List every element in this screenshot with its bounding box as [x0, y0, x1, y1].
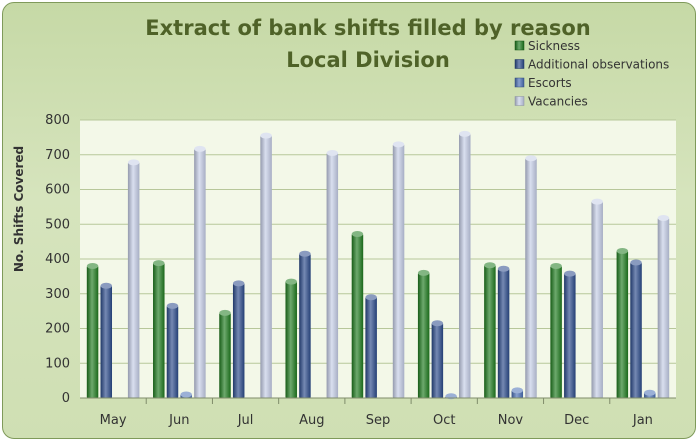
- bar-sickness-sep: [351, 230, 364, 398]
- bar-additional-observations-may: [100, 282, 113, 398]
- bars-layer: [86, 130, 670, 400]
- x-tick-label: Jul: [237, 413, 254, 428]
- legend-swatch: [514, 77, 525, 88]
- x-tick-label: Jun: [168, 413, 189, 428]
- bar-vacancies-aug: [326, 150, 339, 398]
- x-tick-label: Sep: [366, 413, 391, 428]
- bar-additional-observations-nov: [497, 265, 510, 398]
- y-tick-label: 700: [45, 148, 70, 163]
- chart-subtitle: Local Division: [286, 48, 450, 72]
- y-tick-label: 300: [45, 287, 70, 302]
- bar-vacancies-dec: [591, 198, 603, 398]
- x-tick-label: May: [100, 413, 127, 428]
- bar-escorts-jan: [643, 389, 656, 398]
- legend: Sickness Additional observations Escorts Va…: [514, 39, 669, 109]
- chart-title: Extract of bank shifts filled by reason: [145, 16, 590, 40]
- y-tick-label: 200: [45, 322, 70, 337]
- bar-sickness-jul: [219, 309, 231, 398]
- bar-additional-observations-aug: [299, 250, 311, 398]
- x-tick-label: Aug: [299, 413, 324, 428]
- bar-escorts-nov: [511, 387, 524, 398]
- legend-label: Vacancies: [528, 95, 588, 109]
- y-tick-label: 400: [45, 252, 70, 267]
- y-axis-title: No. Shifts Covered: [12, 146, 26, 272]
- bar-sickness-jan: [616, 248, 629, 398]
- bar-vacancies-may: [127, 159, 140, 398]
- bar-sickness-nov: [484, 262, 496, 398]
- bar-additional-observations-oct: [431, 320, 444, 398]
- bar-vacancies-jun: [194, 145, 206, 398]
- bar-sickness-may: [86, 262, 99, 398]
- bar-sickness-jun: [153, 260, 165, 398]
- y-tick-label: 100: [45, 356, 70, 371]
- bar-vacancies-sep: [392, 141, 405, 398]
- bar-additional-observations-dec: [564, 270, 576, 398]
- x-tick-label: Dec: [564, 413, 589, 428]
- bar-vacancies-oct: [459, 130, 471, 398]
- chart-svg: Extract of bank shifts filled by reason …: [12, 16, 676, 428]
- x-tick-label: Nov: [498, 413, 524, 428]
- y-tick-label: 600: [45, 183, 70, 198]
- bar-vacancies-jan: [657, 214, 670, 398]
- bar-escorts-jun: [180, 391, 192, 398]
- bar-sickness-dec: [550, 262, 562, 398]
- bar-additional-observations-jun: [166, 302, 179, 398]
- legend-label: Escorts: [528, 76, 572, 90]
- y-tick-label: 0: [62, 391, 70, 406]
- x-tick-label: Oct: [433, 413, 455, 428]
- y-tick-label: 800: [45, 113, 70, 128]
- legend-label: Sickness: [528, 39, 580, 53]
- bar-additional-observations-jul: [232, 280, 245, 398]
- bar-additional-observations-jan: [630, 259, 642, 398]
- bar-sickness-aug: [285, 278, 297, 398]
- axis-layer: 0 100 200 300 400 500 600 700 800 May Jun Jul Aug Sep…: [45, 113, 676, 428]
- legend-swatch: [514, 59, 525, 69]
- bar-vacancies-jul: [260, 132, 272, 398]
- legend-swatch: [514, 40, 525, 51]
- bar-vacancies-nov: [525, 155, 537, 398]
- x-tick-label: Jan: [632, 413, 653, 428]
- legend-swatch: [514, 96, 525, 106]
- y-tick-label: 500: [45, 217, 70, 232]
- legend-label: Additional observations: [528, 58, 669, 72]
- bar-sickness-oct: [417, 269, 430, 398]
- bar-additional-observations-sep: [365, 294, 377, 398]
